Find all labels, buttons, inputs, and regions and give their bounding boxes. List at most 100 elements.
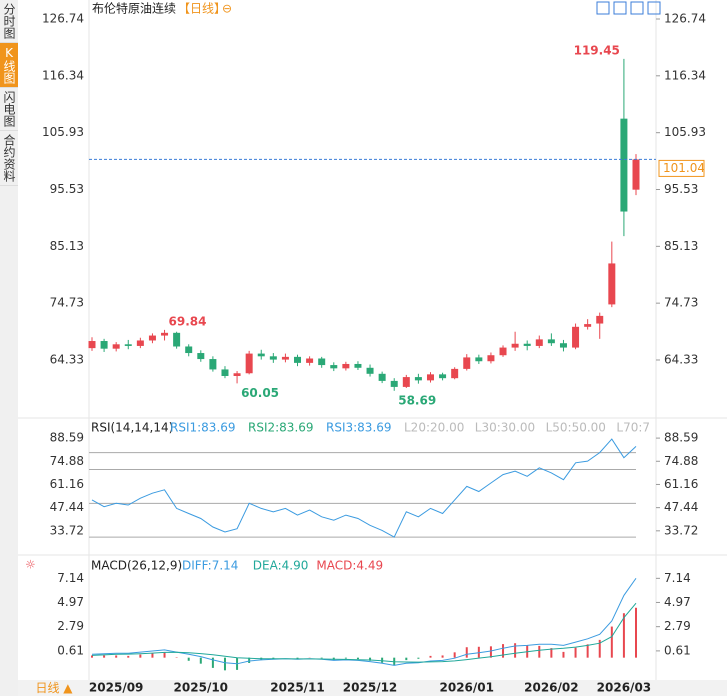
legend-item: MACD:4.49: [316, 559, 383, 573]
tab[interactable]: 分时图: [0, 0, 18, 43]
candle-body: [511, 343, 519, 348]
candle-body: [426, 374, 434, 381]
y-tick-label-right: 74.73: [664, 296, 698, 310]
candle-body: [257, 353, 265, 357]
candle-body: [451, 368, 459, 379]
series-line: [91, 438, 637, 538]
candle-body: [318, 358, 326, 366]
settings-icon[interactable]: ☼: [25, 558, 36, 572]
candle-body: [354, 363, 362, 368]
legend-item: L70:7: [616, 421, 650, 435]
series-line: [91, 578, 637, 666]
y-tick-label: 61.16: [50, 477, 84, 491]
last-price: 101.04: [663, 161, 705, 175]
candle-body: [414, 377, 422, 381]
y-tick-label-right: 0.61: [664, 643, 691, 657]
y-tick-label-right: 85.13: [664, 239, 698, 253]
y-tick-label-right: 126.74: [664, 11, 706, 25]
y-tick-label: 105.93: [42, 125, 84, 139]
tab[interactable]: 合约资料: [0, 131, 18, 186]
candle-body: [124, 344, 132, 346]
candle-body: [523, 343, 531, 346]
y-tick-label-right: 74.88: [664, 454, 698, 468]
tab[interactable]: 闪电图: [0, 88, 18, 131]
x-tick-label: 2025/09: [89, 681, 143, 695]
candle-body: [269, 356, 277, 360]
legend-item: DIFF:7.14: [182, 559, 238, 573]
candle-body: [281, 356, 289, 360]
y-tick-label: 0.61: [57, 643, 84, 657]
y-tick-label: 7.14: [57, 571, 84, 585]
extreme-label: 69.84: [169, 314, 207, 328]
period: 【日线】: [178, 2, 226, 16]
y-tick-label: 95.53: [50, 182, 84, 196]
y-tick-label: 4.97: [57, 595, 84, 609]
candle-body: [112, 344, 120, 349]
y-tick-label: 116.34: [42, 68, 84, 82]
toolbar[interactable]: [596, 1, 661, 15]
price-box: [658, 159, 705, 177]
candle-body: [245, 353, 253, 374]
candle-body: [632, 159, 640, 190]
candle-body: [547, 339, 555, 344]
candle-body: [584, 324, 592, 327]
y-tick-label: 47.44: [50, 500, 84, 514]
x-tick-label: 2025/12: [343, 681, 397, 695]
y-tick-label: 85.13: [50, 239, 84, 253]
frame: [18, 0, 727, 680]
y-tick-label-right: 47.44: [664, 500, 698, 514]
series-line: [91, 602, 637, 663]
candle-body: [475, 357, 483, 362]
legend-item: L50:50.00: [546, 421, 606, 435]
extreme-label: 58.69: [398, 393, 436, 407]
candle-body: [535, 339, 543, 346]
candle-body: [136, 340, 144, 346]
candle-body: [378, 373, 386, 381]
legend-item: RSI3:83.69: [326, 421, 392, 435]
candle-body: [209, 359, 217, 370]
y-tick-label: 64.33: [50, 352, 84, 366]
candle-body: [161, 332, 169, 336]
y-tick-label-right: 7.14: [664, 571, 691, 585]
legend-item: DEA:4.90: [253, 559, 309, 573]
candle-body: [439, 374, 447, 379]
y-tick-label: 74.88: [50, 454, 84, 468]
chart-title: 布伦特原油连续: [92, 1, 176, 16]
candle-body: [306, 358, 314, 363]
tab-active[interactable]: K线图: [0, 43, 18, 88]
candle-body: [100, 341, 108, 349]
timeframe[interactable]: 日线 ▲: [35, 681, 73, 695]
legend-item: RSI2:83.69: [248, 421, 314, 435]
candle-body: [221, 369, 229, 376]
legend-item: RSI1:83.69: [170, 421, 236, 435]
candle-body: [390, 380, 398, 387]
y-tick-label-right: 64.33: [664, 352, 698, 366]
x-tick-label: 2026/01: [440, 681, 494, 695]
x-tick-label: 2026/02: [524, 681, 578, 695]
indicator-title: RSI(14,14,14): [91, 421, 173, 435]
candle-body: [463, 357, 471, 369]
extreme-label: 60.05: [241, 386, 279, 400]
candle-body: [233, 373, 241, 376]
candle-body: [402, 377, 410, 387]
candle-body: [608, 263, 616, 305]
y-tick-label-right: 2.79: [664, 619, 691, 633]
legend-item: L20:20.00: [404, 421, 464, 435]
y-tick-label-right: 33.72: [664, 523, 698, 537]
candle-body: [620, 118, 628, 212]
candle-body: [487, 355, 495, 362]
candle-body: [596, 315, 604, 324]
candle-body: [559, 343, 567, 348]
y-tick-label-right: 88.59: [664, 431, 698, 445]
x-tick-label: 2026/03: [597, 681, 651, 695]
time-axis-bar: [18, 680, 727, 696]
candle-body: [330, 365, 338, 369]
y-tick-label: 33.72: [50, 523, 84, 537]
y-tick-label: 74.73: [50, 296, 84, 310]
candle-body: [499, 347, 507, 356]
y-tick-label-right: 4.97: [664, 595, 691, 609]
x-tick-label: 2025/10: [174, 681, 228, 695]
candle-body: [342, 363, 350, 369]
candle-body: [294, 356, 302, 363]
y-tick-label: 2.79: [57, 619, 84, 633]
